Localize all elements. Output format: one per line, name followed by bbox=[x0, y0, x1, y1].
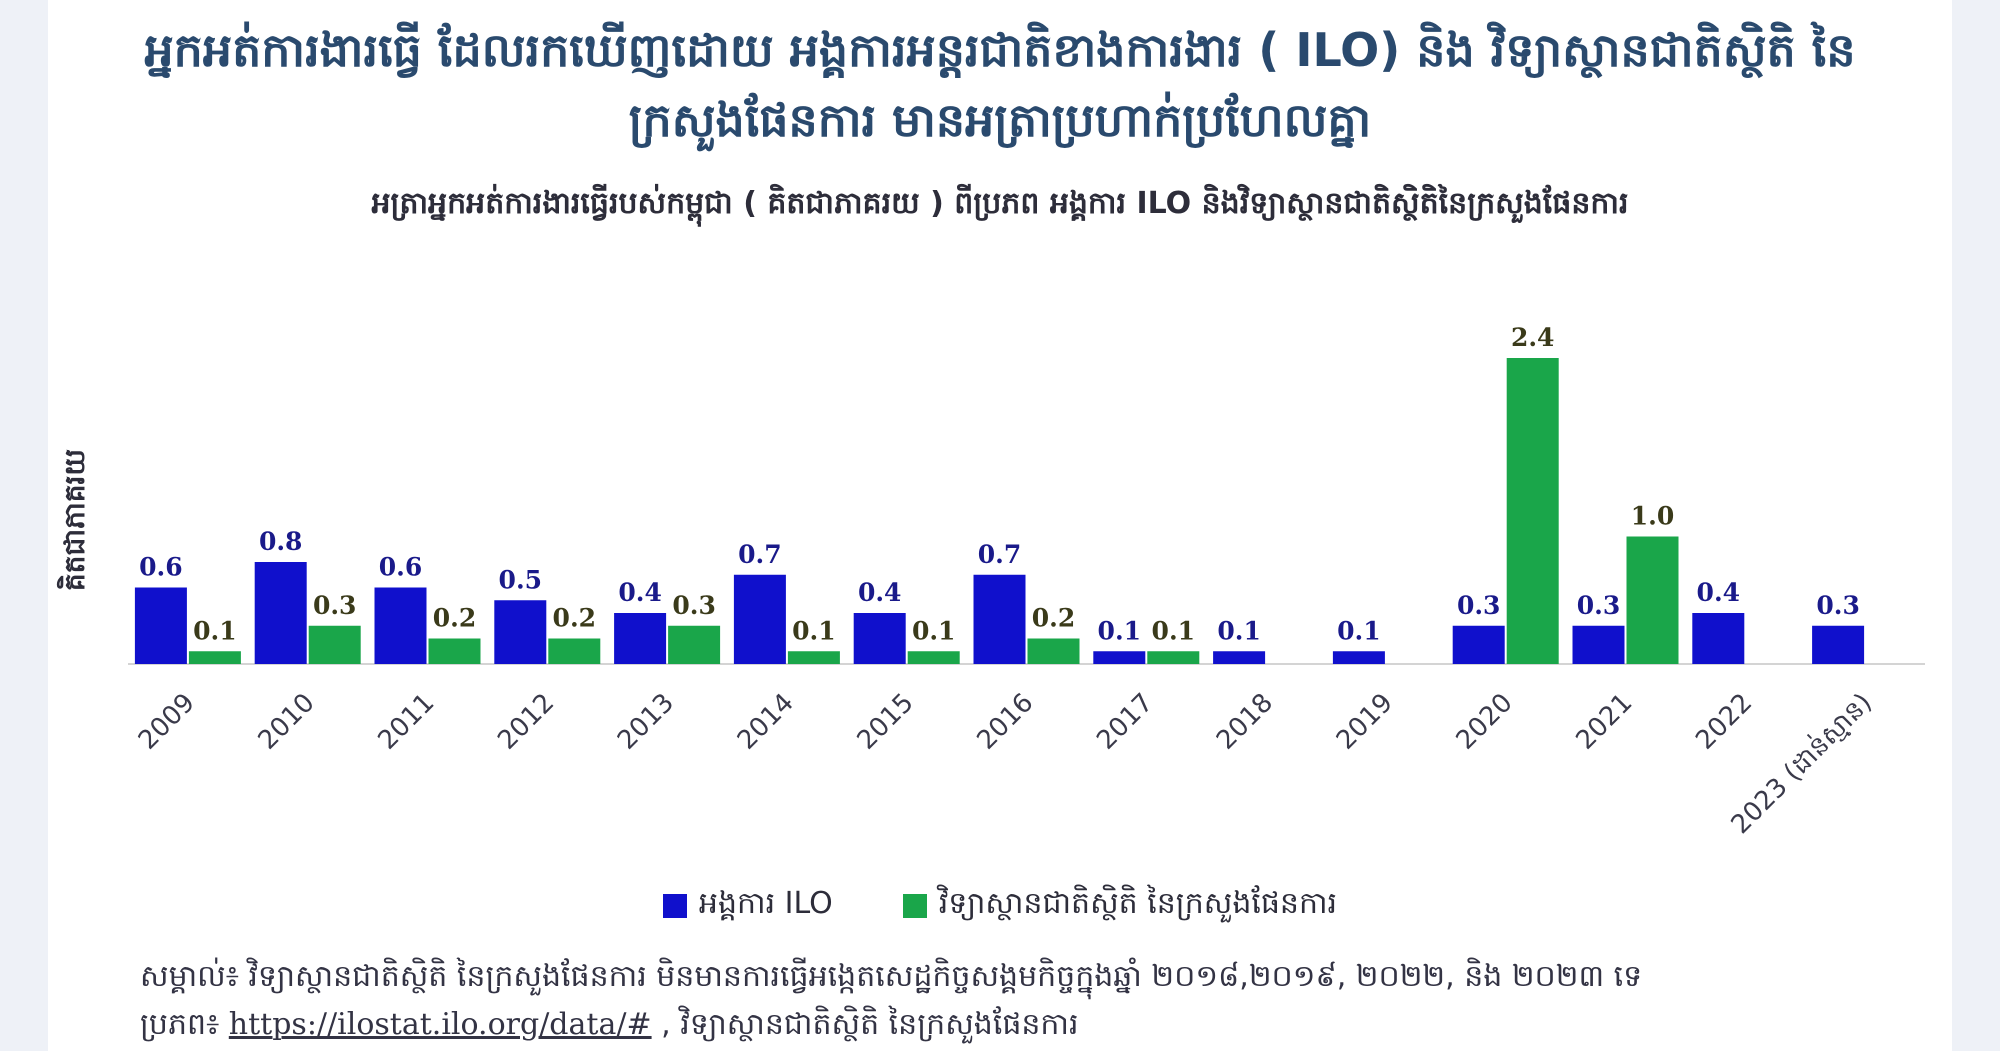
source-link[interactable]: https://ilostat.ilo.org/data/# bbox=[228, 1007, 652, 1042]
source-prefix: ប្រភព៖ bbox=[140, 1007, 229, 1042]
bar-ilo-3 bbox=[494, 600, 547, 664]
x-tick-label-1: 2010 bbox=[253, 688, 321, 756]
page-title-line-1: អ្នកអត់ការងារធ្វើ ដែលរកឃើញដោយ អង្គការអន្… bbox=[144, 23, 1856, 77]
bar-ilo-13 bbox=[1692, 613, 1745, 664]
data-label-ilo-7: 0.7 bbox=[978, 540, 1022, 569]
data-label-ilo-3: 0.5 bbox=[499, 565, 543, 594]
x-tick-label-12: 2021 bbox=[1570, 688, 1638, 756]
data-label-ilo-13: 0.4 bbox=[1697, 578, 1741, 607]
data-label-ilo-11: 0.3 bbox=[1457, 591, 1501, 620]
bar-ilo-9 bbox=[1213, 651, 1266, 664]
bar-ilo-2 bbox=[374, 587, 427, 664]
bar-nis-6 bbox=[907, 651, 960, 664]
data-label-nis-5: 0.1 bbox=[792, 616, 836, 645]
chart-title: អត្រាអ្នកអត់ការងារធ្វើរបស់កម្ពុជា ( គិតជ… bbox=[371, 186, 1629, 221]
y-axis-label: គិតជាភាគរយ bbox=[56, 449, 91, 591]
data-label-nis-2: 0.2 bbox=[433, 604, 477, 633]
bar-ilo-11 bbox=[1452, 625, 1505, 664]
x-tick-label-8: 2017 bbox=[1091, 688, 1159, 756]
data-label-nis-8: 0.1 bbox=[1152, 616, 1196, 645]
data-label-nis-12: 1.0 bbox=[1631, 502, 1675, 531]
x-tick-label-9: 2018 bbox=[1211, 688, 1279, 756]
legend-label-ilo: អង្គការ ILO bbox=[698, 886, 833, 921]
x-tick-label-11: 2020 bbox=[1451, 688, 1519, 756]
bar-ilo-0 bbox=[134, 587, 187, 664]
chart-legend: អង្គការ ILO វិទ្យាស្ថានជាតិស្ថិតិ នៃក្រស… bbox=[0, 884, 2000, 928]
legend-swatch-ilo bbox=[662, 894, 687, 918]
data-label-ilo-4: 0.4 bbox=[618, 578, 662, 607]
bar-ilo-14 bbox=[1812, 625, 1865, 664]
x-tick-label-5: 2014 bbox=[732, 688, 800, 756]
data-label-ilo-12: 0.3 bbox=[1577, 591, 1621, 620]
bar-ilo-4 bbox=[614, 613, 667, 664]
bar-ilo-7 bbox=[973, 574, 1026, 664]
bar-ilo-6 bbox=[853, 613, 906, 664]
data-label-ilo-14: 0.3 bbox=[1816, 591, 1860, 620]
bar-ilo-12 bbox=[1572, 625, 1625, 664]
x-tick-label-4: 2013 bbox=[612, 688, 680, 756]
data-label-ilo-9: 0.1 bbox=[1217, 616, 1261, 645]
data-label-ilo-8: 0.1 bbox=[1098, 616, 1142, 645]
data-label-nis-7: 0.2 bbox=[1032, 604, 1076, 633]
bar-ilo-1 bbox=[254, 562, 307, 664]
data-label-nis-11: 2.4 bbox=[1511, 323, 1555, 352]
legend-item-nis: វិទ្យាស្ថានជាតិស្ថិតិ នៃក្រសួងផែនការ bbox=[902, 884, 1338, 928]
x-tick-label-6: 2015 bbox=[852, 688, 920, 756]
data-label-ilo-5: 0.7 bbox=[738, 540, 782, 569]
data-label-ilo-0: 0.6 bbox=[139, 553, 183, 582]
bar-nis-3 bbox=[548, 638, 601, 664]
right-margin-band bbox=[1952, 0, 2000, 1051]
bar-ilo-10 bbox=[1332, 651, 1385, 664]
data-label-ilo-2: 0.6 bbox=[379, 553, 423, 582]
bar-nis-1 bbox=[308, 625, 361, 664]
data-label-ilo-6: 0.4 bbox=[858, 578, 902, 607]
footnote: សម្គាល់៖ វិទ្យាស្ថានជាតិស្ថិតិ នៃក្រសួងផ… bbox=[140, 959, 1643, 994]
bar-nis-0 bbox=[188, 651, 241, 664]
x-tick-label-0: 2009 bbox=[133, 688, 201, 756]
source-line: ប្រភព៖ https://ilostat.ilo.org/data/# , … bbox=[140, 1003, 1940, 1047]
bar-nis-8 bbox=[1147, 651, 1200, 664]
bar-nis-7 bbox=[1027, 638, 1080, 664]
x-tick-label-13: 2022 bbox=[1690, 688, 1758, 756]
data-label-nis-6: 0.1 bbox=[912, 616, 956, 645]
bar-nis-4 bbox=[668, 625, 721, 664]
data-label-nis-3: 0.2 bbox=[553, 604, 597, 633]
legend-label-nis: វិទ្យាស្ថានជាតិស្ថិតិ នៃក្រសួងផែនការ bbox=[938, 886, 1338, 921]
bar-nis-12 bbox=[1626, 536, 1679, 664]
x-tick-label-3: 2012 bbox=[492, 688, 560, 756]
data-label-ilo-10: 0.1 bbox=[1337, 616, 1381, 645]
bar-nis-5 bbox=[787, 651, 840, 664]
left-margin-band bbox=[0, 0, 48, 1051]
x-tick-label-7: 2016 bbox=[971, 688, 1039, 756]
data-label-nis-1: 0.3 bbox=[313, 591, 357, 620]
bar-ilo-5 bbox=[733, 574, 786, 664]
bar-ilo-8 bbox=[1093, 651, 1146, 664]
bar-nis-2 bbox=[428, 638, 481, 664]
page-title-line-2: ក្រសួងផែនការ មានអត្រាប្រហាក់ប្រហែលគ្នា bbox=[628, 93, 1372, 147]
data-label-nis-0: 0.1 bbox=[193, 616, 237, 645]
bar-chart: គិតជាភាគរយ 0.6 0.1 2009 0.8 0.3 2010 0.6 0.2 2011… bbox=[56, 323, 1925, 840]
x-tick-label-10: 2019 bbox=[1331, 688, 1399, 756]
legend-item-ilo: អង្គការ ILO bbox=[662, 884, 833, 928]
bar-nis-11 bbox=[1506, 358, 1559, 664]
data-label-nis-4: 0.3 bbox=[672, 591, 716, 620]
data-label-ilo-1: 0.8 bbox=[259, 527, 303, 556]
x-tick-label-2: 2011 bbox=[372, 688, 440, 756]
legend-swatch-nis bbox=[902, 894, 927, 918]
source-suffix: , វិទ្យាស្ថានជាតិស្ថិតិ នៃក្រសួងផែនការ bbox=[651, 1007, 1079, 1042]
